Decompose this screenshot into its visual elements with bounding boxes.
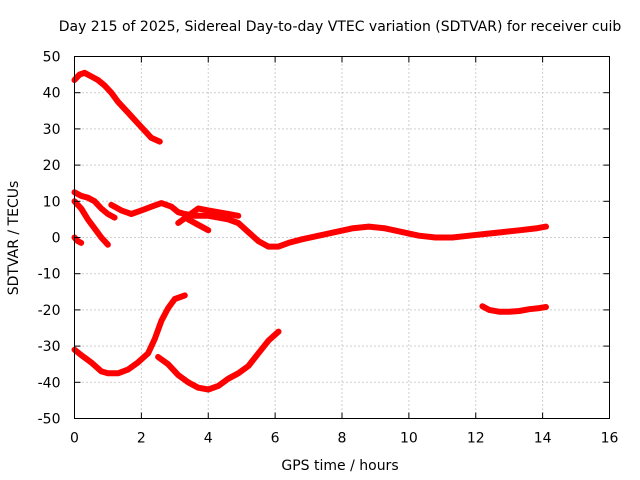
y-tick-label: 40: [43, 86, 61, 102]
x-tick-label: 0: [70, 431, 79, 447]
tick-label-layer: 0 2 4 6 8 10 12 14 16 -50 -40 -30 -20 -10 0 10 20 30 40 50: [38, 50, 619, 447]
series-arc-6: [175, 205, 242, 226]
x-tick-label: 6: [271, 431, 280, 447]
x-tick-label: 12: [467, 431, 485, 447]
x-tick-label: 16: [601, 431, 619, 447]
series-arc-2: [71, 189, 118, 221]
series-arc-10: [479, 303, 549, 315]
series-arc-3: [71, 198, 111, 248]
x-tick-label: 4: [204, 431, 213, 447]
series-arc-8: [71, 292, 188, 377]
series-arc-4: [71, 234, 85, 246]
y-tick-label: -50: [38, 412, 61, 428]
y-tick-label: -10: [38, 267, 61, 283]
series-arc-9: [155, 328, 282, 393]
series-arc-1: [71, 69, 163, 145]
y-tick-label: 50: [43, 50, 61, 66]
y-tick-label: 30: [43, 122, 61, 138]
series-arc-7: [185, 216, 212, 234]
y-tick-label: -20: [38, 303, 61, 319]
tick-layer: [74, 56, 610, 419]
x-tick-label: 10: [400, 431, 418, 447]
y-axis-label: SDTVAR / TECUs: [6, 181, 22, 296]
y-tick-label: -30: [38, 339, 61, 355]
chart-title: Day 215 of 2025, Sidereal Day-to-day VTE…: [59, 19, 622, 35]
series-arc-5: [108, 200, 549, 250]
x-tick-label: 14: [534, 431, 552, 447]
x-tick-label: 8: [338, 431, 347, 447]
y-tick-label: 20: [43, 158, 61, 174]
y-tick-label: 0: [52, 231, 61, 247]
x-axis-label: GPS time / hours: [281, 458, 398, 474]
x-tick-label: 2: [137, 431, 146, 447]
series-layer: [71, 69, 549, 393]
y-tick-label: 10: [43, 194, 61, 210]
y-tick-label: -40: [38, 375, 61, 391]
